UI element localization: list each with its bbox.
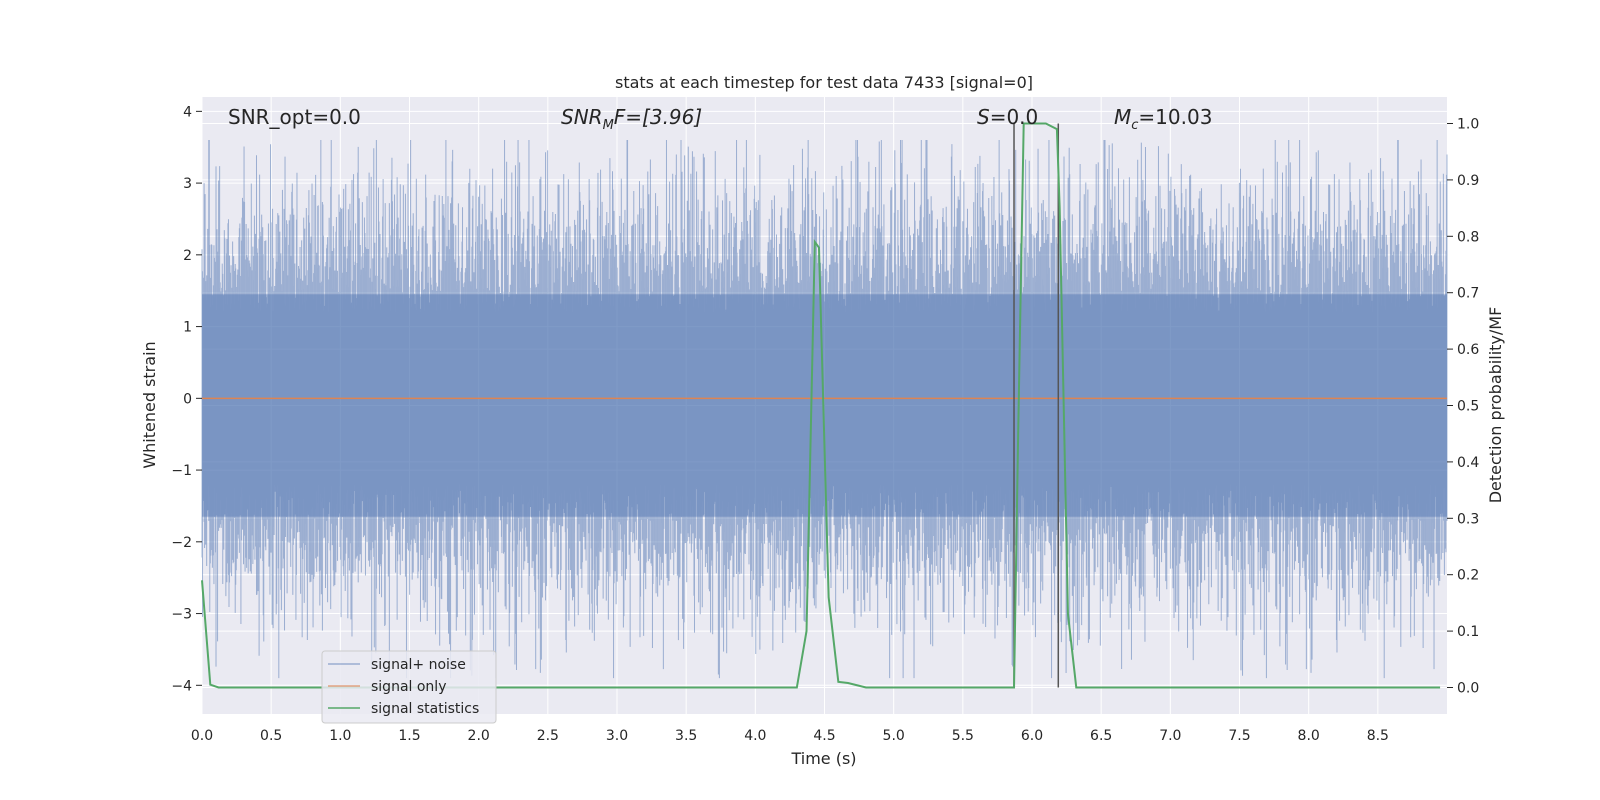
series-signal-statistics — [201, 122, 1441, 689]
y-right-tick-label: 0.6 — [1457, 342, 1479, 358]
x-tick-label: 4.5 — [813, 728, 835, 744]
y-left-tick-label: 1 — [183, 320, 192, 336]
legend-label-signal-only: signal only — [371, 679, 446, 695]
x-axis-title: Time (s) — [790, 749, 856, 768]
y-right-tick-label: 0.4 — [1457, 455, 1479, 471]
y-axis-right-title: Detection probability/MF — [1486, 307, 1505, 504]
x-tick-label: 8.0 — [1298, 728, 1320, 744]
x-tick-label: 2.5 — [537, 728, 559, 744]
x-tick-label: 0.5 — [260, 728, 282, 744]
annotation-s: S=0.0 — [977, 105, 1038, 129]
y-right-tick-label: 1.0 — [1457, 117, 1479, 133]
y-right-tick-label: 0.3 — [1457, 511, 1479, 527]
y-axis-left: −4 −3 −2 −1 0 1 2 3 4 — [171, 104, 202, 694]
annotation-snr-opt: SNR_opt=0.0 — [228, 105, 361, 129]
y-right-tick-label: 0.2 — [1457, 568, 1479, 584]
y-left-tick-label: −3 — [171, 607, 192, 623]
mc-symbol: M — [1114, 105, 1131, 129]
x-axis: 0.0 0.5 1.0 1.5 2.0 2.5 3.0 3.5 4.0 4.5 5.0 5.5 6.0 6… — [191, 728, 1389, 744]
y-right-tick-label: 0.5 — [1457, 399, 1479, 415]
s-value: =0.0 — [990, 105, 1039, 129]
annotation-mc: Mc=10.03 — [1114, 105, 1212, 133]
annotation-snr-mf: SNRMF=[3.96] — [561, 105, 702, 133]
series-signal-statistics-line — [201, 122, 1441, 689]
x-tick-label: 1.5 — [398, 728, 420, 744]
x-tick-label: 5.0 — [883, 728, 905, 744]
x-tick-label: 8.5 — [1367, 728, 1389, 744]
y-right-tick-label: 0.7 — [1457, 286, 1479, 302]
x-tick-label: 3.5 — [675, 728, 697, 744]
x-tick-label: 7.0 — [1159, 728, 1181, 744]
x-tick-label: 3.0 — [606, 728, 628, 744]
mc-value: =10.03 — [1138, 105, 1212, 129]
x-tick-label: 0.0 — [191, 728, 213, 744]
y-left-tick-label: 2 — [183, 248, 192, 264]
y-left-tick-label: −4 — [171, 678, 192, 694]
x-tick-label: 5.5 — [952, 728, 974, 744]
snr-mf-main: SNR — [561, 105, 603, 129]
series-signal-noise-trace — [201, 140, 1448, 679]
y-left-tick-label: 0 — [183, 391, 192, 407]
x-tick-label: 2.0 — [468, 728, 490, 744]
y-axis-right: 0.0 0.1 0.2 0.3 0.4 0.5 0.6 0.7 0.8 0.9 1.0 — [1447, 117, 1479, 696]
legend-label-signal-statistics: signal statistics — [371, 701, 479, 717]
chart-title: stats at each timestep for test data 743… — [615, 73, 1033, 92]
y-right-tick-label: 0.0 — [1457, 680, 1479, 696]
x-tick-label: 1.0 — [329, 728, 351, 744]
y-left-tick-label: −1 — [171, 463, 192, 479]
legend: signal+ noise signal only signal statist… — [321, 650, 497, 724]
y-axis-left-title: Whitened strain — [140, 341, 159, 468]
x-tick-label: 6.0 — [1021, 728, 1043, 744]
mc-sub: c — [1131, 118, 1138, 133]
snr-mf-sub: M — [603, 118, 614, 133]
y-right-tick-label: 0.8 — [1457, 229, 1479, 245]
x-tick-label: 7.5 — [1228, 728, 1250, 744]
y-right-tick-label: 0.1 — [1457, 624, 1479, 640]
legend-label-signal-noise: signal+ noise — [371, 657, 466, 673]
snr-mf-rest: F=[3.96] — [614, 105, 702, 129]
s-symbol: S — [977, 105, 990, 129]
y-left-tick-label: −2 — [171, 535, 192, 551]
x-tick-label: 6.5 — [1090, 728, 1112, 744]
legend-box — [321, 650, 497, 724]
y-left-tick-label: 3 — [183, 176, 192, 192]
y-right-tick-label: 0.9 — [1457, 173, 1479, 189]
x-tick-label: 4.0 — [744, 728, 766, 744]
y-left-tick-label: 4 — [183, 104, 192, 120]
vertical-markers — [1013, 123, 1060, 688]
